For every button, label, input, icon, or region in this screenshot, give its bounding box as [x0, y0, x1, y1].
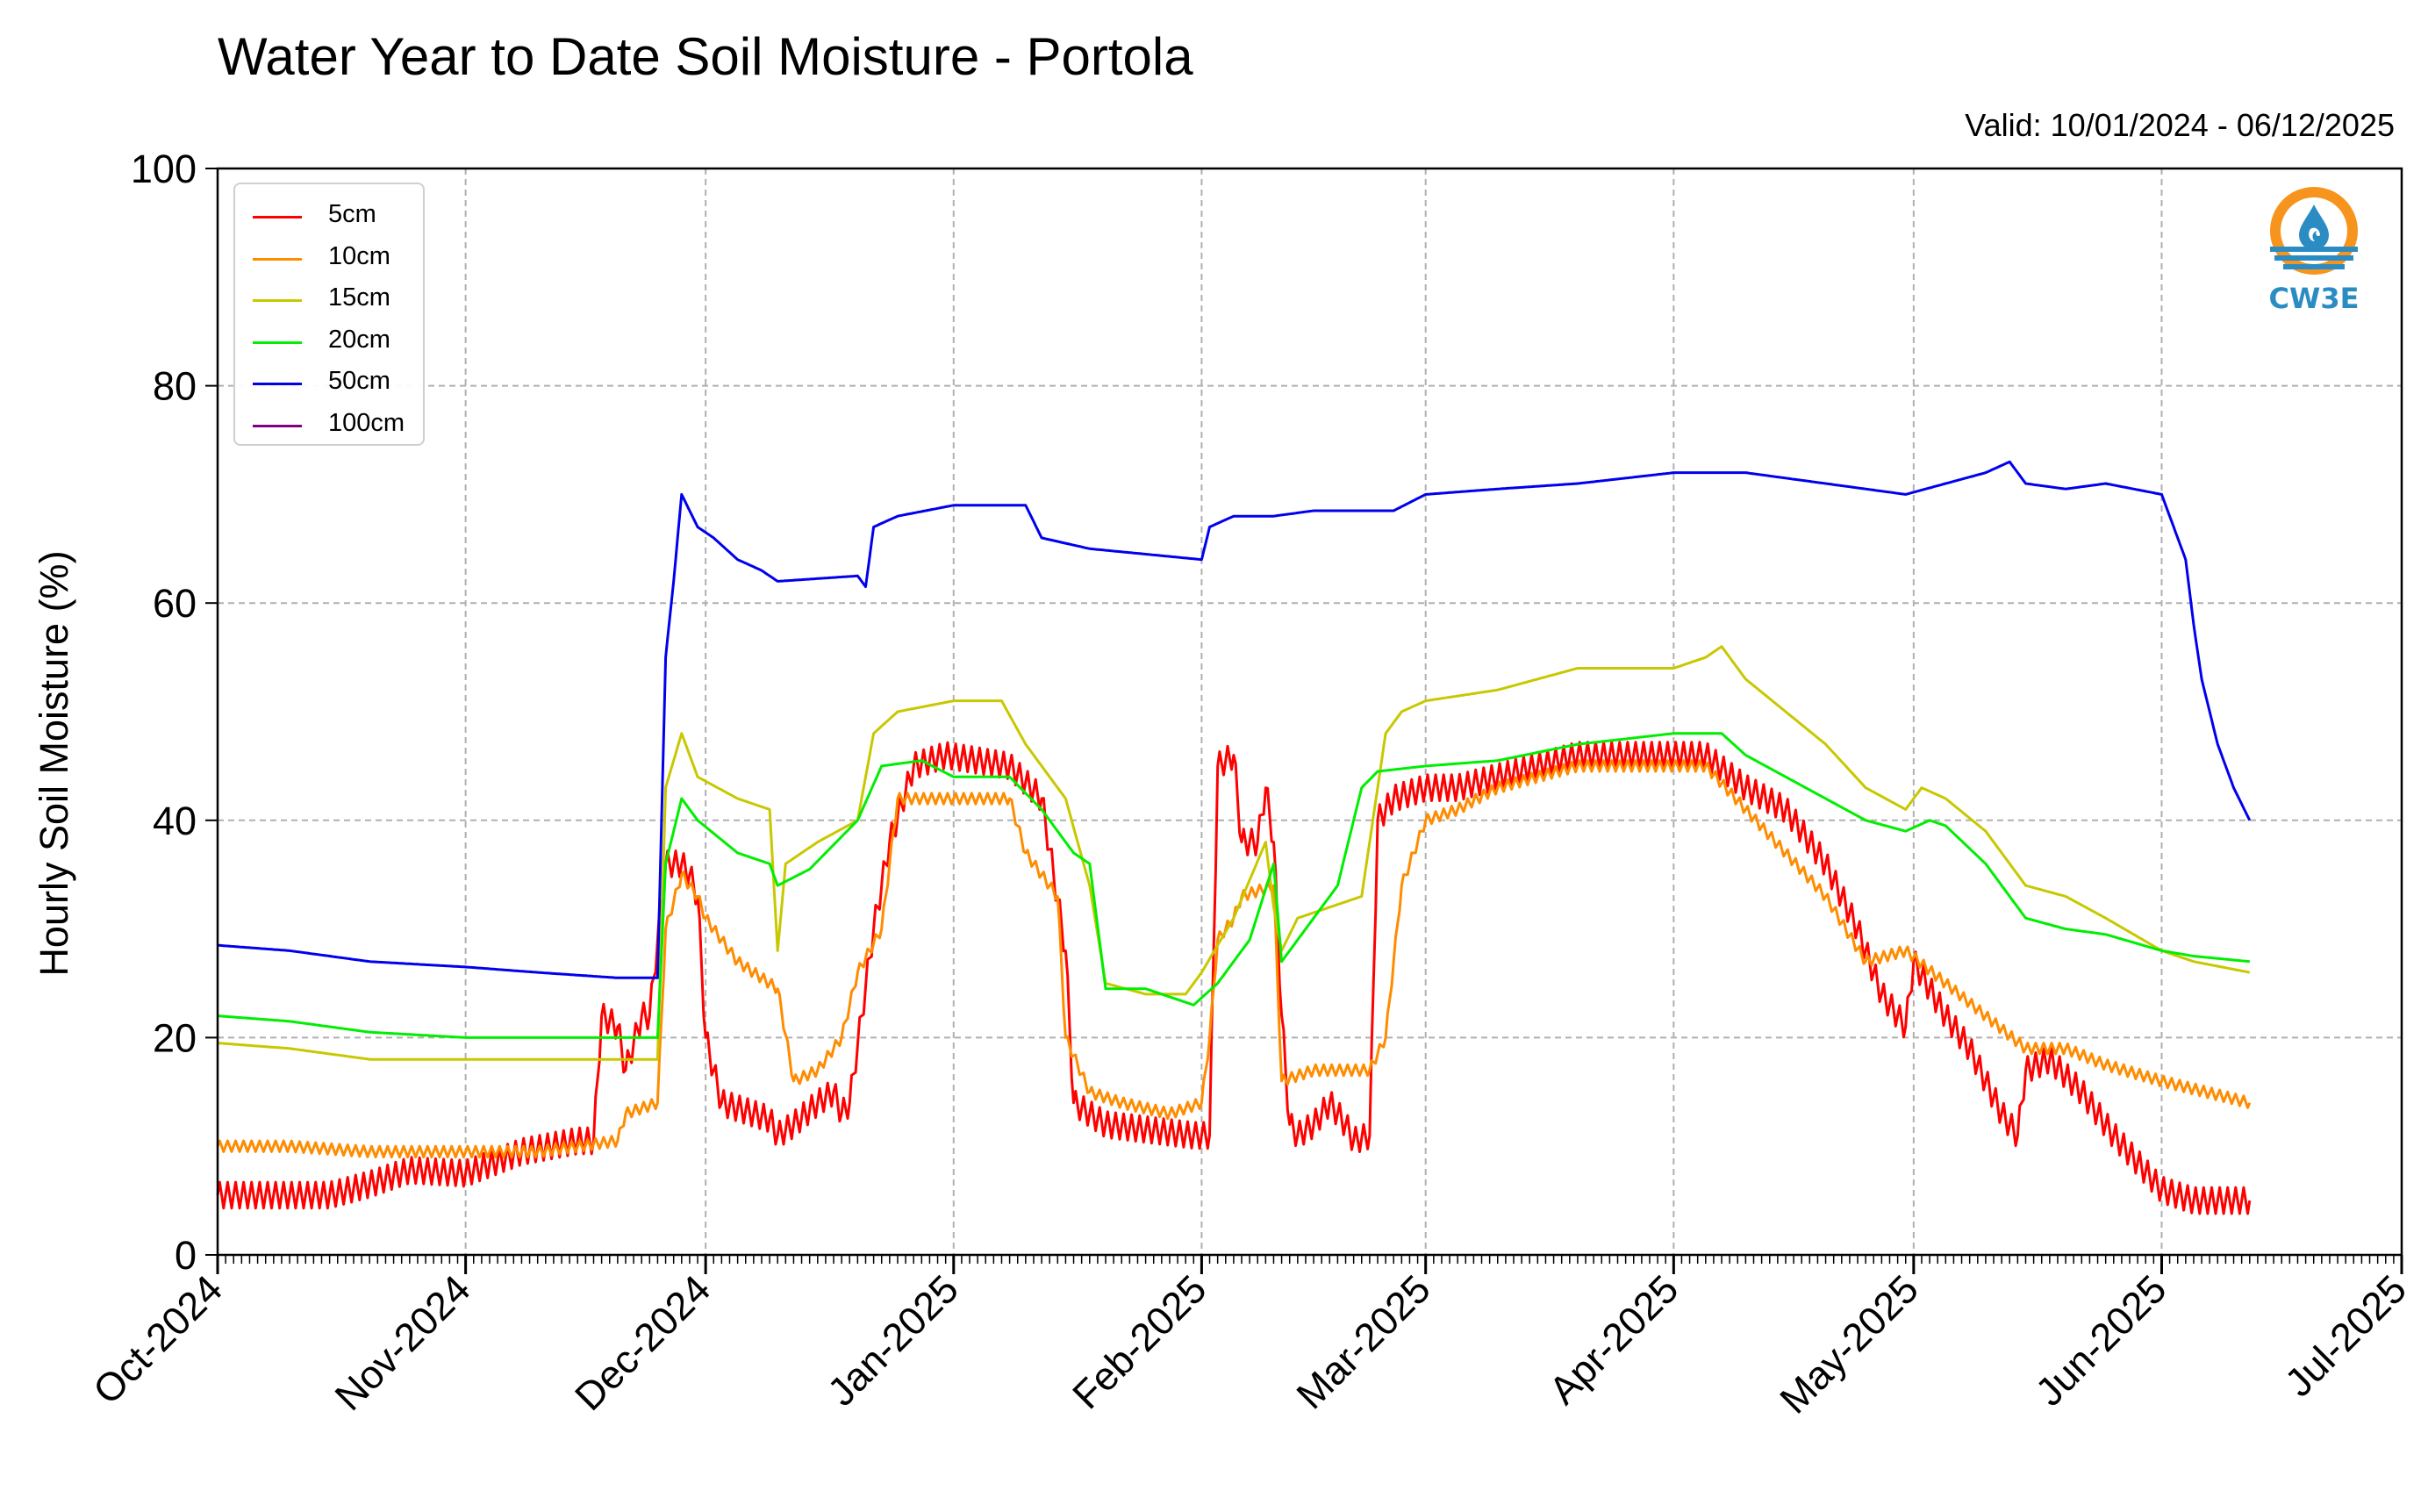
- y-tick-label: 80: [153, 364, 197, 409]
- legend-label: 100cm: [328, 408, 405, 437]
- legend-swatch: [253, 216, 302, 219]
- y-tick-label: 40: [153, 799, 197, 843]
- x-tick-label: Dec-2024: [566, 1266, 719, 1419]
- legend-swatch: [253, 299, 302, 302]
- y-axis-label: Hourly Soil Moisture (%): [32, 550, 76, 977]
- y-tick-label: 100: [131, 147, 197, 191]
- legend-label: 10cm: [328, 241, 390, 270]
- series-line-50cm: [217, 460, 2252, 979]
- x-tick-label: Oct-2024: [84, 1266, 231, 1413]
- legend-label: 5cm: [328, 200, 376, 228]
- series-line-5cm: [216, 741, 2252, 1215]
- y-tick-label: 60: [153, 581, 197, 626]
- legend-label: 50cm: [328, 367, 390, 395]
- legend-swatch: [253, 340, 302, 344]
- series-lines: [216, 460, 2252, 1215]
- legend-swatch: [253, 383, 302, 385]
- x-tick-label: May-2025: [1771, 1266, 1927, 1422]
- legend-entry-15cm: 15cm: [235, 280, 423, 322]
- valid-date-range: Valid: 10/01/2024 - 06/12/2025: [1965, 107, 2395, 143]
- axes: 0 20 40 60 80 100 Oct-2024 Nov-2024 Dec-2024 Jan-…: [84, 147, 2415, 1422]
- x-tick-label: Jan-2025: [819, 1266, 967, 1415]
- legend-entry-100cm: 100cm: [235, 405, 423, 448]
- x-tick-label: Jun-2025: [2027, 1266, 2175, 1415]
- legend-swatch: [253, 424, 302, 427]
- series-line-20cm: [217, 732, 2250, 1039]
- legend-label: 20cm: [328, 325, 390, 354]
- water-drop-icon: [2270, 187, 2358, 275]
- legend-entry-50cm: 50cm: [235, 363, 423, 405]
- x-tick-label: Apr-2025: [1540, 1266, 1687, 1413]
- x-tick-label: Jul-2025: [2276, 1266, 2415, 1405]
- series-line-15cm: [217, 645, 2251, 1061]
- x-tick-label: Feb-2025: [1064, 1266, 1214, 1417]
- cw3e-logo: CW3E: [2257, 180, 2371, 320]
- y-tick-label: 20: [153, 1015, 197, 1060]
- legend-entry-20cm: 20cm: [235, 322, 423, 364]
- x-tick-label: Nov-2024: [326, 1266, 479, 1419]
- grid-lines: [218, 168, 2402, 1255]
- legend-entry-5cm: 5cm: [235, 197, 423, 239]
- chart-title: Water Year to Date Soil Moisture - Porto…: [218, 27, 1193, 86]
- legend: 5cm 10cm 15cm 20cm 50cm 100cm: [233, 183, 425, 446]
- legend-swatch: [253, 257, 302, 261]
- x-tick-label: Mar-2025: [1288, 1266, 1439, 1417]
- legend-entry-10cm: 10cm: [235, 239, 423, 281]
- y-tick-label: 0: [175, 1233, 197, 1278]
- logo-text: CW3E: [2268, 282, 2360, 315]
- legend-label: 15cm: [328, 283, 390, 312]
- plot-frame: [216, 167, 2403, 1257]
